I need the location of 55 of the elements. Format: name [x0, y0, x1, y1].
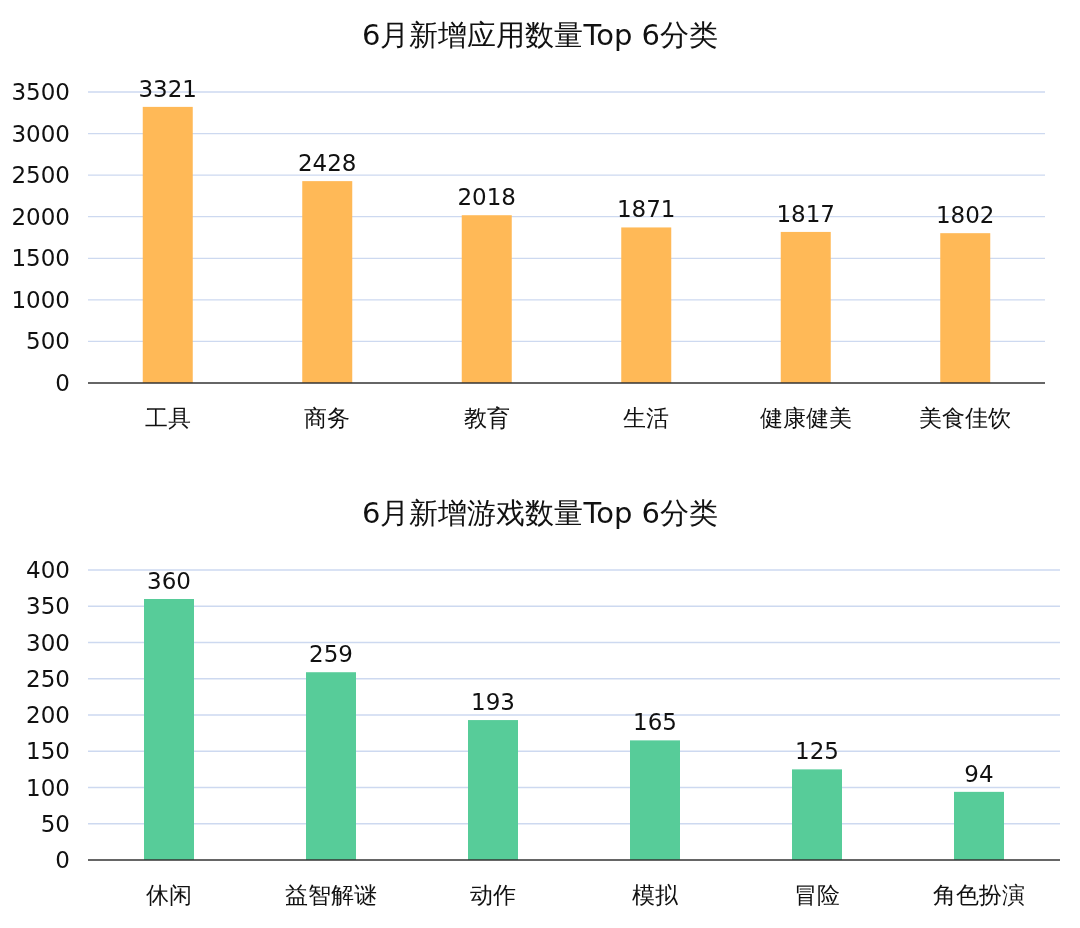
bar	[461, 215, 512, 383]
data-label: 193	[471, 689, 515, 716]
bar	[940, 233, 991, 383]
y-tick-label: 50	[40, 810, 70, 837]
data-label: 3321	[138, 75, 198, 102]
data-label: 1802	[935, 202, 995, 229]
x-tick-label: 教育	[463, 405, 510, 431]
bar	[144, 599, 194, 860]
x-tick-label: 商务	[304, 405, 351, 431]
bar	[142, 106, 193, 383]
chart-title: 6月新增游戏数量Top 6分类	[361, 496, 719, 530]
bar	[954, 791, 1004, 860]
bar	[306, 672, 356, 860]
data-label: 165	[633, 709, 677, 736]
y-tick-label: 100	[26, 774, 70, 801]
y-tick-label: 1500	[11, 245, 70, 272]
data-label: 360	[147, 568, 191, 594]
y-tick-label: 150	[26, 738, 70, 765]
bar	[302, 181, 353, 383]
data-label: 125	[795, 738, 839, 765]
bar	[621, 227, 672, 383]
x-tick-label: 模拟	[632, 882, 679, 908]
x-tick-label: 益智解谜	[285, 882, 377, 908]
x-tick-label: 健康健美	[759, 405, 852, 431]
data-label: 2018	[457, 184, 517, 211]
y-tick-label: 2000	[11, 203, 70, 230]
bar	[780, 231, 831, 383]
y-tick-label: 300	[26, 629, 70, 656]
y-tick-label: 250	[26, 665, 70, 692]
x-tick-label: 生活	[623, 405, 670, 431]
y-tick-label: 0	[55, 847, 70, 873]
chart-title: 6月新增应用数量Top 6分类	[361, 18, 719, 52]
y-tick-label: 0	[55, 370, 70, 396]
x-tick-label: 休闲	[146, 882, 192, 908]
y-tick-label: 200	[26, 702, 70, 728]
bar	[468, 720, 518, 860]
y-tick-label: 3000	[11, 120, 70, 147]
bar	[630, 740, 680, 860]
x-tick-label: 角色扮演	[933, 882, 1025, 908]
bar	[792, 769, 842, 860]
data-label: 259	[309, 641, 353, 668]
y-tick-label: 400	[26, 557, 70, 583]
y-tick-label: 3500	[11, 79, 70, 105]
y-tick-label: 500	[26, 328, 70, 355]
data-label: 1817	[776, 200, 836, 227]
data-label: 94	[964, 760, 994, 787]
x-tick-label: 冒险	[794, 882, 840, 908]
x-tick-label: 动作	[470, 882, 516, 908]
x-tick-label: 美食佳饮	[919, 405, 1012, 431]
y-tick-label: 350	[26, 593, 70, 620]
y-tick-label: 2500	[11, 162, 70, 189]
data-label: 1871	[616, 196, 676, 223]
x-tick-label: 工具	[144, 405, 191, 431]
y-tick-label: 1000	[11, 286, 70, 313]
data-label: 2428	[297, 150, 357, 177]
